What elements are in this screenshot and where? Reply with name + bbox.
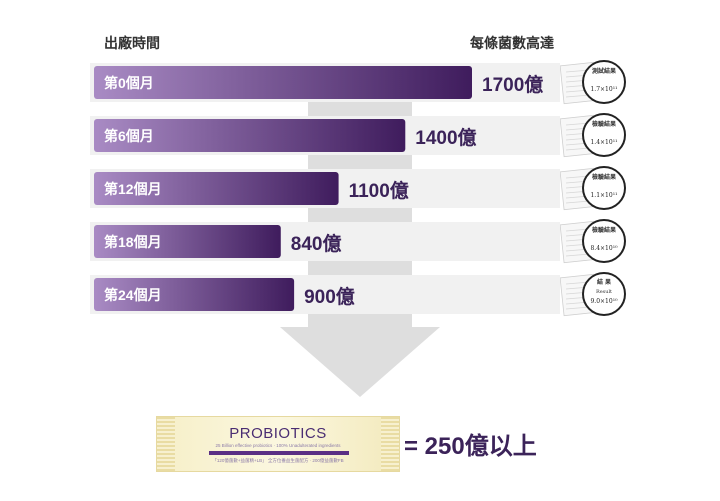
probiotics-product-image: PROBIOTICS 25 Billion effective probioti… [156,416,400,472]
test-report-card: 檢驗結果 1.1×10¹¹ [559,164,630,211]
category-label: 第0個月 [104,75,154,91]
value-label: 1400億 [415,126,476,149]
product-stripe [209,451,349,455]
report-value: 1.1×10¹¹ [590,192,617,199]
product-subtitle: 25 Billion effective probiotics · 100% U… [215,443,341,448]
test-report-card: 結 果 Result 9.0×10¹⁰ [559,270,630,317]
test-report-card: 檢驗結果 8.4×10¹⁰ [559,217,630,264]
product-edge-right [381,417,399,471]
product-note: 「120億菌數+益菌精+LB」 全方位養益生菌配方 · 200億益菌數FB [212,458,344,463]
value-label: 900億 [304,285,355,308]
magnifier-circle [582,219,626,263]
product-brand: PROBIOTICS [229,425,327,442]
report-title: 測試結果 [592,67,616,75]
magnifier-circle [582,166,626,210]
bar-3 [94,225,281,258]
bar-0 [94,66,472,99]
test-report-card: 測試結果 1.7×10¹¹ [559,58,630,105]
summary-total: = 250億以上 [404,433,537,460]
category-label: 第18個月 [104,234,162,250]
test-report-card: 檢驗結果 1.4×10¹¹ [559,111,630,158]
report-value: 1.7×10¹¹ [590,86,617,93]
value-label: 1700億 [482,73,543,96]
report-value: 1.4×10¹¹ [590,139,617,146]
report-value: 8.4×10¹⁰ [590,245,618,252]
bar-4 [94,278,295,311]
report-title: 檢驗結果 [592,173,616,181]
category-label: 第24個月 [104,287,162,303]
magnifier-circle [582,113,626,157]
x-axis-header: 出廠時間 [104,35,160,51]
bar-2 [94,172,339,205]
category-label: 第6個月 [104,128,154,144]
report-title: 檢驗結果 [592,120,616,128]
magnifier-circle [582,60,626,104]
product-edge-left [157,417,175,471]
down-arrow-icon [280,327,440,397]
value-header: 每條菌數高達 [470,35,554,51]
value-label: 1100億 [349,179,409,202]
category-label: 第12個月 [104,181,162,197]
value-label: 840億 [291,232,342,255]
report-subtitle: Result [596,289,612,295]
report-title: 結 果 [597,278,611,286]
magnifier-circle [582,272,626,316]
report-title: 檢驗結果 [592,226,616,234]
bar-1 [94,119,406,152]
report-value: 9.0×10¹⁰ [590,298,618,305]
